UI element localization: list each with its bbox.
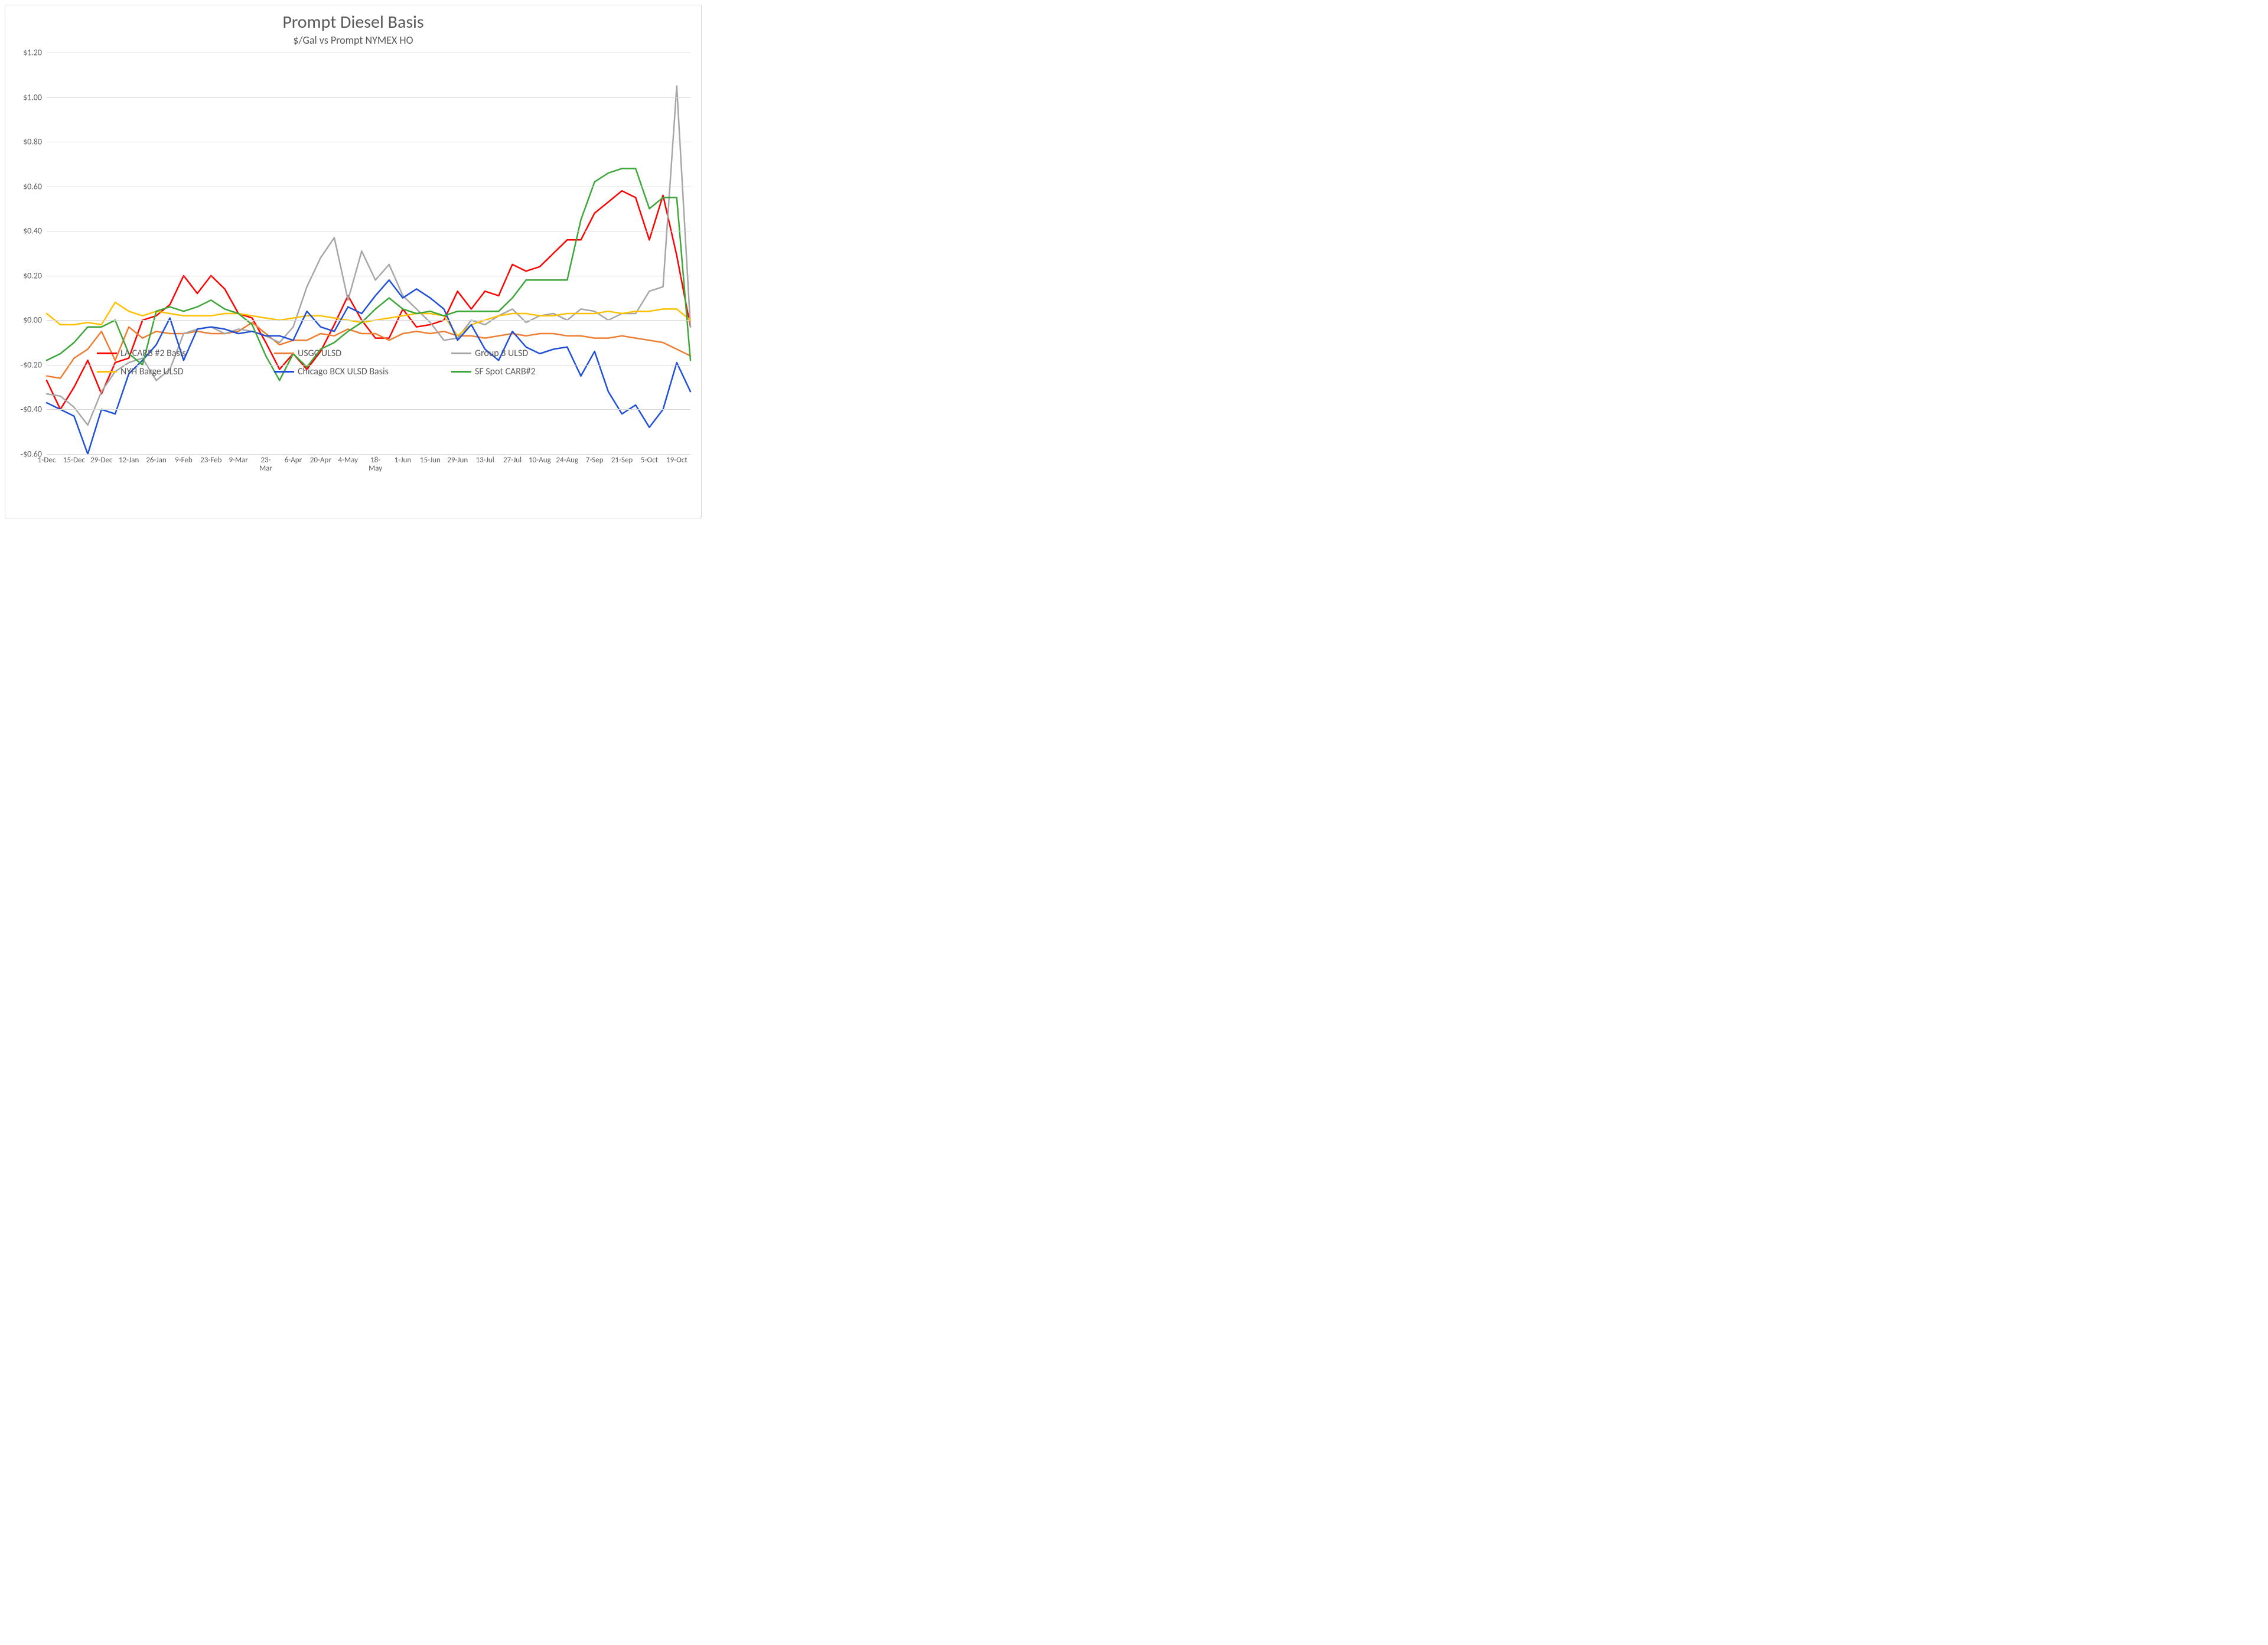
chart-title: Prompt Diesel Basis <box>5 11 701 33</box>
x-tick-label: 1-Jun <box>395 456 411 465</box>
gridline <box>47 97 690 98</box>
legend-row: LA CARB #2 Basis USGC ULSD Group 3 ULSD <box>97 348 605 359</box>
legend-swatch <box>451 352 471 354</box>
legend-swatch <box>97 371 117 373</box>
x-tick-label: 24-Aug <box>556 456 578 465</box>
y-tick-label: $0.60 <box>23 181 42 191</box>
x-tick-label: 13-Jul <box>476 456 494 465</box>
legend-label: Chicago BCX ULSD Basis <box>298 366 389 377</box>
y-tick-label: $1.20 <box>23 48 42 58</box>
legend-row: NYH Barge ULSD Chicago BCX ULSD Basis SF S… <box>97 366 605 377</box>
y-tick-label: -$0.20 <box>21 360 42 370</box>
legend-label: LA CARB #2 Basis <box>120 348 186 359</box>
legend-label: NYH Barge ULSD <box>120 366 184 377</box>
x-tick-label: 19-Oct <box>666 456 687 465</box>
chart-subtitle: $/Gal vs Prompt NYMEX HO <box>5 34 701 47</box>
x-tick-label: 27-Jul <box>503 456 522 465</box>
x-tick-label: 29-Jun <box>447 456 468 465</box>
legend-label: Group 3 ULSD <box>475 348 528 359</box>
x-tick-label: 20-Apr <box>310 456 331 465</box>
y-tick-label: $1.00 <box>23 92 42 102</box>
legend-item: LA CARB #2 Basis <box>97 348 250 359</box>
x-tick-label: 10-Aug <box>529 456 551 465</box>
legend-item: SF Spot CARB#2 <box>451 366 605 377</box>
gridline <box>47 409 690 410</box>
series-line <box>47 302 690 336</box>
series-lines <box>47 53 690 454</box>
x-tick-label: 5-Oct <box>641 456 658 465</box>
y-tick-label: $0.20 <box>23 270 42 280</box>
y-tick-label: $0.80 <box>23 137 42 147</box>
legend-swatch <box>274 352 294 354</box>
x-tick-label: 15-Dec <box>63 456 85 465</box>
x-tick-label: 6-Apr <box>285 456 302 465</box>
x-tick-label: 26-Jan <box>146 456 166 465</box>
legend-item: NYH Barge ULSD <box>97 366 250 377</box>
legend-swatch <box>97 352 117 354</box>
plot-area: $1.20$1.00$0.80$0.60$0.40$0.20$0.00-$0.2… <box>47 53 690 454</box>
chart-container: Prompt Diesel Basis $/Gal vs Prompt NYME… <box>5 5 702 518</box>
legend: LA CARB #2 Basis USGC ULSD Group 3 ULSD NYH… <box>97 348 605 384</box>
legend-item: Chicago BCX ULSD Basis <box>274 366 428 377</box>
x-tick-label: 18- May <box>369 456 382 474</box>
y-tick-label: $0.00 <box>23 315 42 325</box>
legend-swatch <box>451 371 471 373</box>
x-tick-label: 4-May <box>338 456 358 465</box>
x-tick-label: 7-Sep <box>586 456 604 465</box>
legend-item: USGC ULSD <box>274 348 428 359</box>
gridline <box>47 320 690 321</box>
x-tick-label: 9-Mar <box>229 456 247 465</box>
gridline <box>47 454 690 455</box>
x-tick-label: 29-Dec <box>90 456 112 465</box>
legend-item: Group 3 ULSD <box>451 348 605 359</box>
x-tick-label: 21-Sep <box>611 456 633 465</box>
y-tick-label: $0.40 <box>23 226 42 236</box>
legend-swatch <box>274 371 294 373</box>
legend-label: USGC ULSD <box>298 348 341 359</box>
x-tick-label: 1-Dec <box>38 456 56 465</box>
legend-label: SF Spot CARB#2 <box>475 366 536 377</box>
x-tick-label: 23-Feb <box>200 456 221 465</box>
y-tick-label: -$0.40 <box>21 404 42 414</box>
x-tick-label: 9-Feb <box>175 456 193 465</box>
x-tick-label: 23- Mar <box>259 456 272 474</box>
x-tick-label: 12-Jan <box>119 456 139 465</box>
x-tick-label: 15-Jun <box>420 456 441 465</box>
